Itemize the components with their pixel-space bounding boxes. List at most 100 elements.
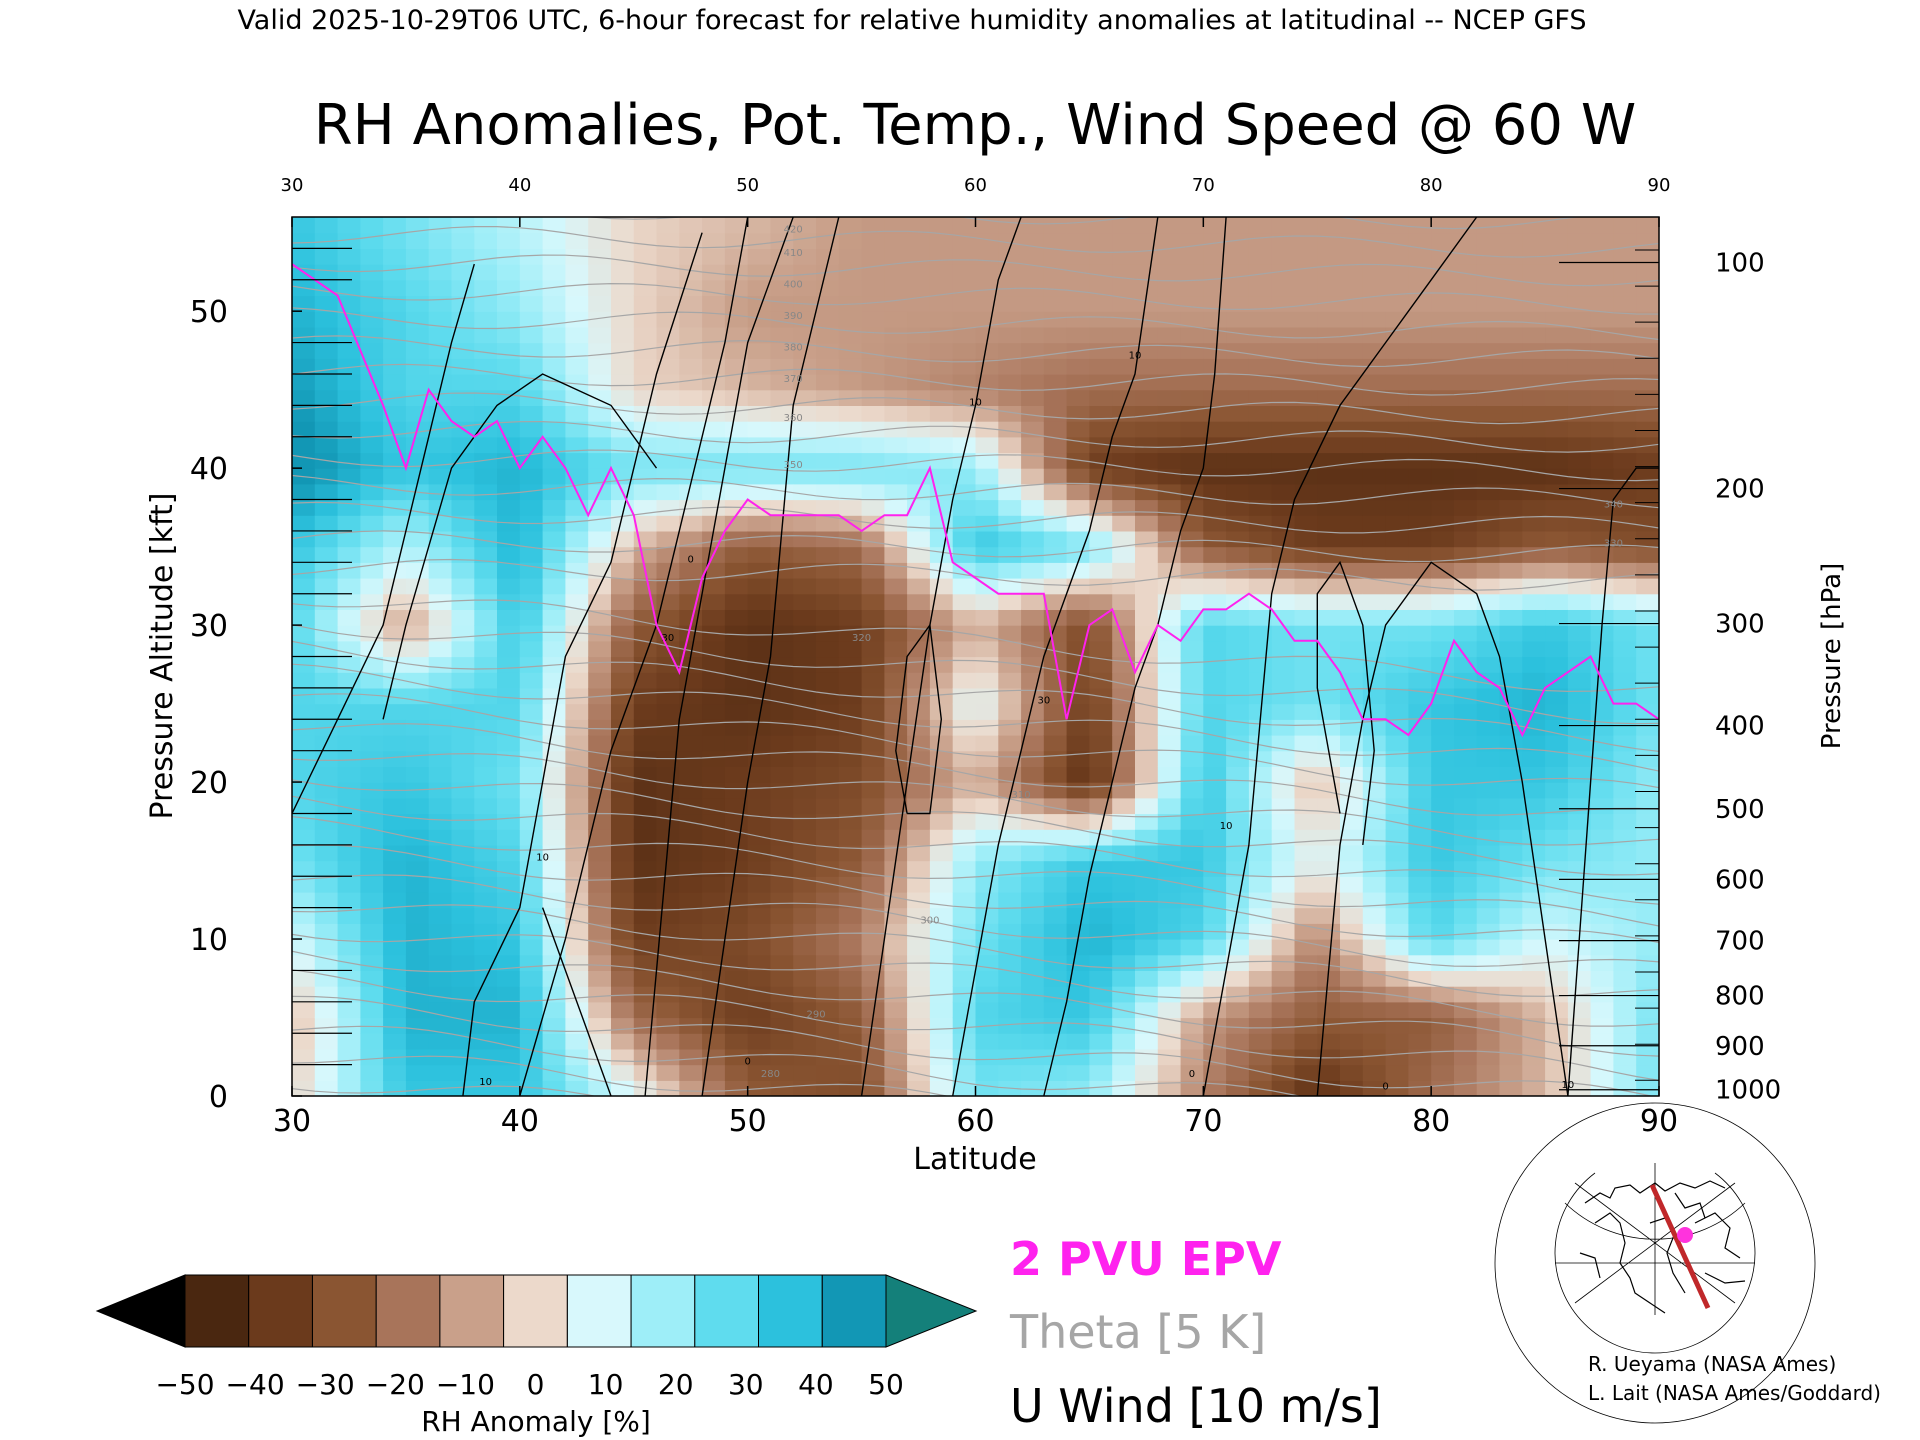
heatmap-cell: [1636, 436, 1659, 454]
heatmap-cell: [1408, 248, 1432, 265]
heatmap-cell: [1112, 986, 1136, 1003]
heatmap-cell: [1271, 766, 1296, 783]
heatmap-cell: [1454, 939, 1478, 956]
heatmap-cell: [314, 876, 339, 893]
heatmap-cell: [679, 295, 703, 312]
heatmap-cell: [1317, 829, 1341, 846]
heatmap-cell: [656, 232, 680, 249]
heatmap-cell: [1157, 970, 1182, 987]
heatmap-cell: [1157, 374, 1182, 391]
heatmap-cell: [907, 876, 931, 893]
heatmap-cell: [861, 797, 885, 815]
theta-contour-line: [292, 254, 1659, 287]
colorbar-tick-label: 10: [588, 1368, 624, 1401]
heatmap-cell: [1476, 876, 1501, 893]
heatmap-cell: [1340, 389, 1364, 406]
heatmap-cell: [861, 1064, 885, 1081]
heatmap-cell: [1294, 609, 1318, 626]
heatmap-cell: [1271, 656, 1296, 673]
heatmap-cell: [1385, 483, 1409, 501]
heatmap-cell: [314, 515, 339, 532]
heatmap-cell: [405, 389, 430, 406]
heatmap-cell: [1135, 483, 1159, 501]
heatmap-cell: [816, 546, 840, 563]
heatmap-cell: [360, 1033, 384, 1050]
heatmap-cell: [633, 452, 658, 469]
heatmap-cell: [474, 1033, 498, 1050]
heatmap-cell: [451, 468, 475, 485]
heatmap-cell: [1476, 530, 1501, 548]
heatmap-cell: [679, 311, 703, 328]
pressure-tick-label: 700: [1715, 927, 1765, 957]
heatmap-cell: [428, 735, 453, 752]
heatmap-cell: [1408, 468, 1432, 485]
heatmap-cell: [383, 342, 407, 359]
heatmap-cell: [1317, 468, 1341, 485]
heatmap-cell: [1408, 326, 1432, 344]
heatmap-cell: [1203, 264, 1227, 281]
heatmap-cell: [1408, 374, 1432, 391]
heatmap-cell: [907, 232, 931, 249]
heatmap-cell: [1248, 499, 1273, 516]
heatmap-cell: [474, 876, 498, 893]
heatmap-cell: [1157, 530, 1182, 548]
heatmap-cell: [428, 405, 453, 422]
heatmap-cell: [1590, 421, 1614, 438]
heatmap-cell: [861, 1017, 885, 1034]
heatmap-cell: [474, 546, 498, 563]
heatmap-cell: [1499, 499, 1523, 516]
heatmap-cell: [292, 860, 316, 877]
heatmap-cell: [861, 750, 885, 767]
y-tick-label: 10: [190, 923, 228, 958]
theta-contour-label: 410: [784, 248, 803, 259]
heatmap-cell: [770, 1033, 794, 1050]
heatmap-cell: [1476, 1080, 1501, 1096]
heatmap-cell: [1522, 421, 1546, 438]
heatmap-cell: [747, 719, 772, 736]
heatmap-cell: [633, 860, 658, 877]
heatmap-cell: [1340, 609, 1364, 626]
heatmap-cell: [838, 593, 863, 610]
heatmap-cell: [1431, 656, 1455, 673]
heatmap-cell: [747, 232, 772, 249]
heatmap-cell: [929, 782, 954, 799]
heatmap-cell: [1021, 703, 1045, 720]
heatmap-cell: [1636, 939, 1659, 956]
heatmap-cell: [861, 374, 885, 391]
heatmap-cell: [884, 876, 908, 893]
heatmap-cell: [1271, 562, 1296, 579]
heatmap-cell: [314, 766, 339, 783]
heatmap-cell: [1590, 499, 1614, 516]
heatmap-cell: [1089, 232, 1113, 249]
heatmap-cell: [884, 609, 908, 626]
heatmap-cell: [1043, 217, 1068, 234]
heatmap-cell: [884, 546, 908, 563]
heatmap-cell: [998, 232, 1022, 249]
heatmap-cell: [519, 782, 544, 799]
heatmap-cell: [793, 609, 817, 626]
heatmap-cell: [1590, 1080, 1614, 1096]
heatmap-cell: [1089, 421, 1113, 438]
heatmap-cell: [1613, 342, 1637, 359]
heatmap-cell: [1362, 766, 1387, 783]
heatmap-cell: [1476, 750, 1501, 767]
heatmap-cell: [1613, 295, 1637, 312]
heatmap-cell: [1408, 672, 1432, 689]
heatmap-cell: [929, 687, 954, 705]
heatmap-cell: [1567, 389, 1592, 406]
heatmap-cell: [816, 891, 840, 909]
heatmap-cell: [952, 735, 977, 752]
heatmap-cell: [1567, 735, 1592, 752]
heatmap-cell: [1089, 468, 1113, 485]
wind-contour-label: 0: [688, 554, 694, 565]
heatmap-cell: [793, 813, 817, 830]
heatmap-cell: [1294, 499, 1318, 516]
heatmap-cell: [1567, 954, 1592, 971]
heatmap-cell: [1613, 405, 1637, 422]
heatmap-cell: [724, 248, 749, 265]
heatmap-cell: [1180, 264, 1204, 281]
legend-pvu: 2 PVU EPV: [1010, 1232, 1282, 1286]
heatmap-cell: [656, 483, 680, 501]
heatmap-cell: [1089, 279, 1113, 297]
heatmap-cell: [1180, 593, 1204, 610]
